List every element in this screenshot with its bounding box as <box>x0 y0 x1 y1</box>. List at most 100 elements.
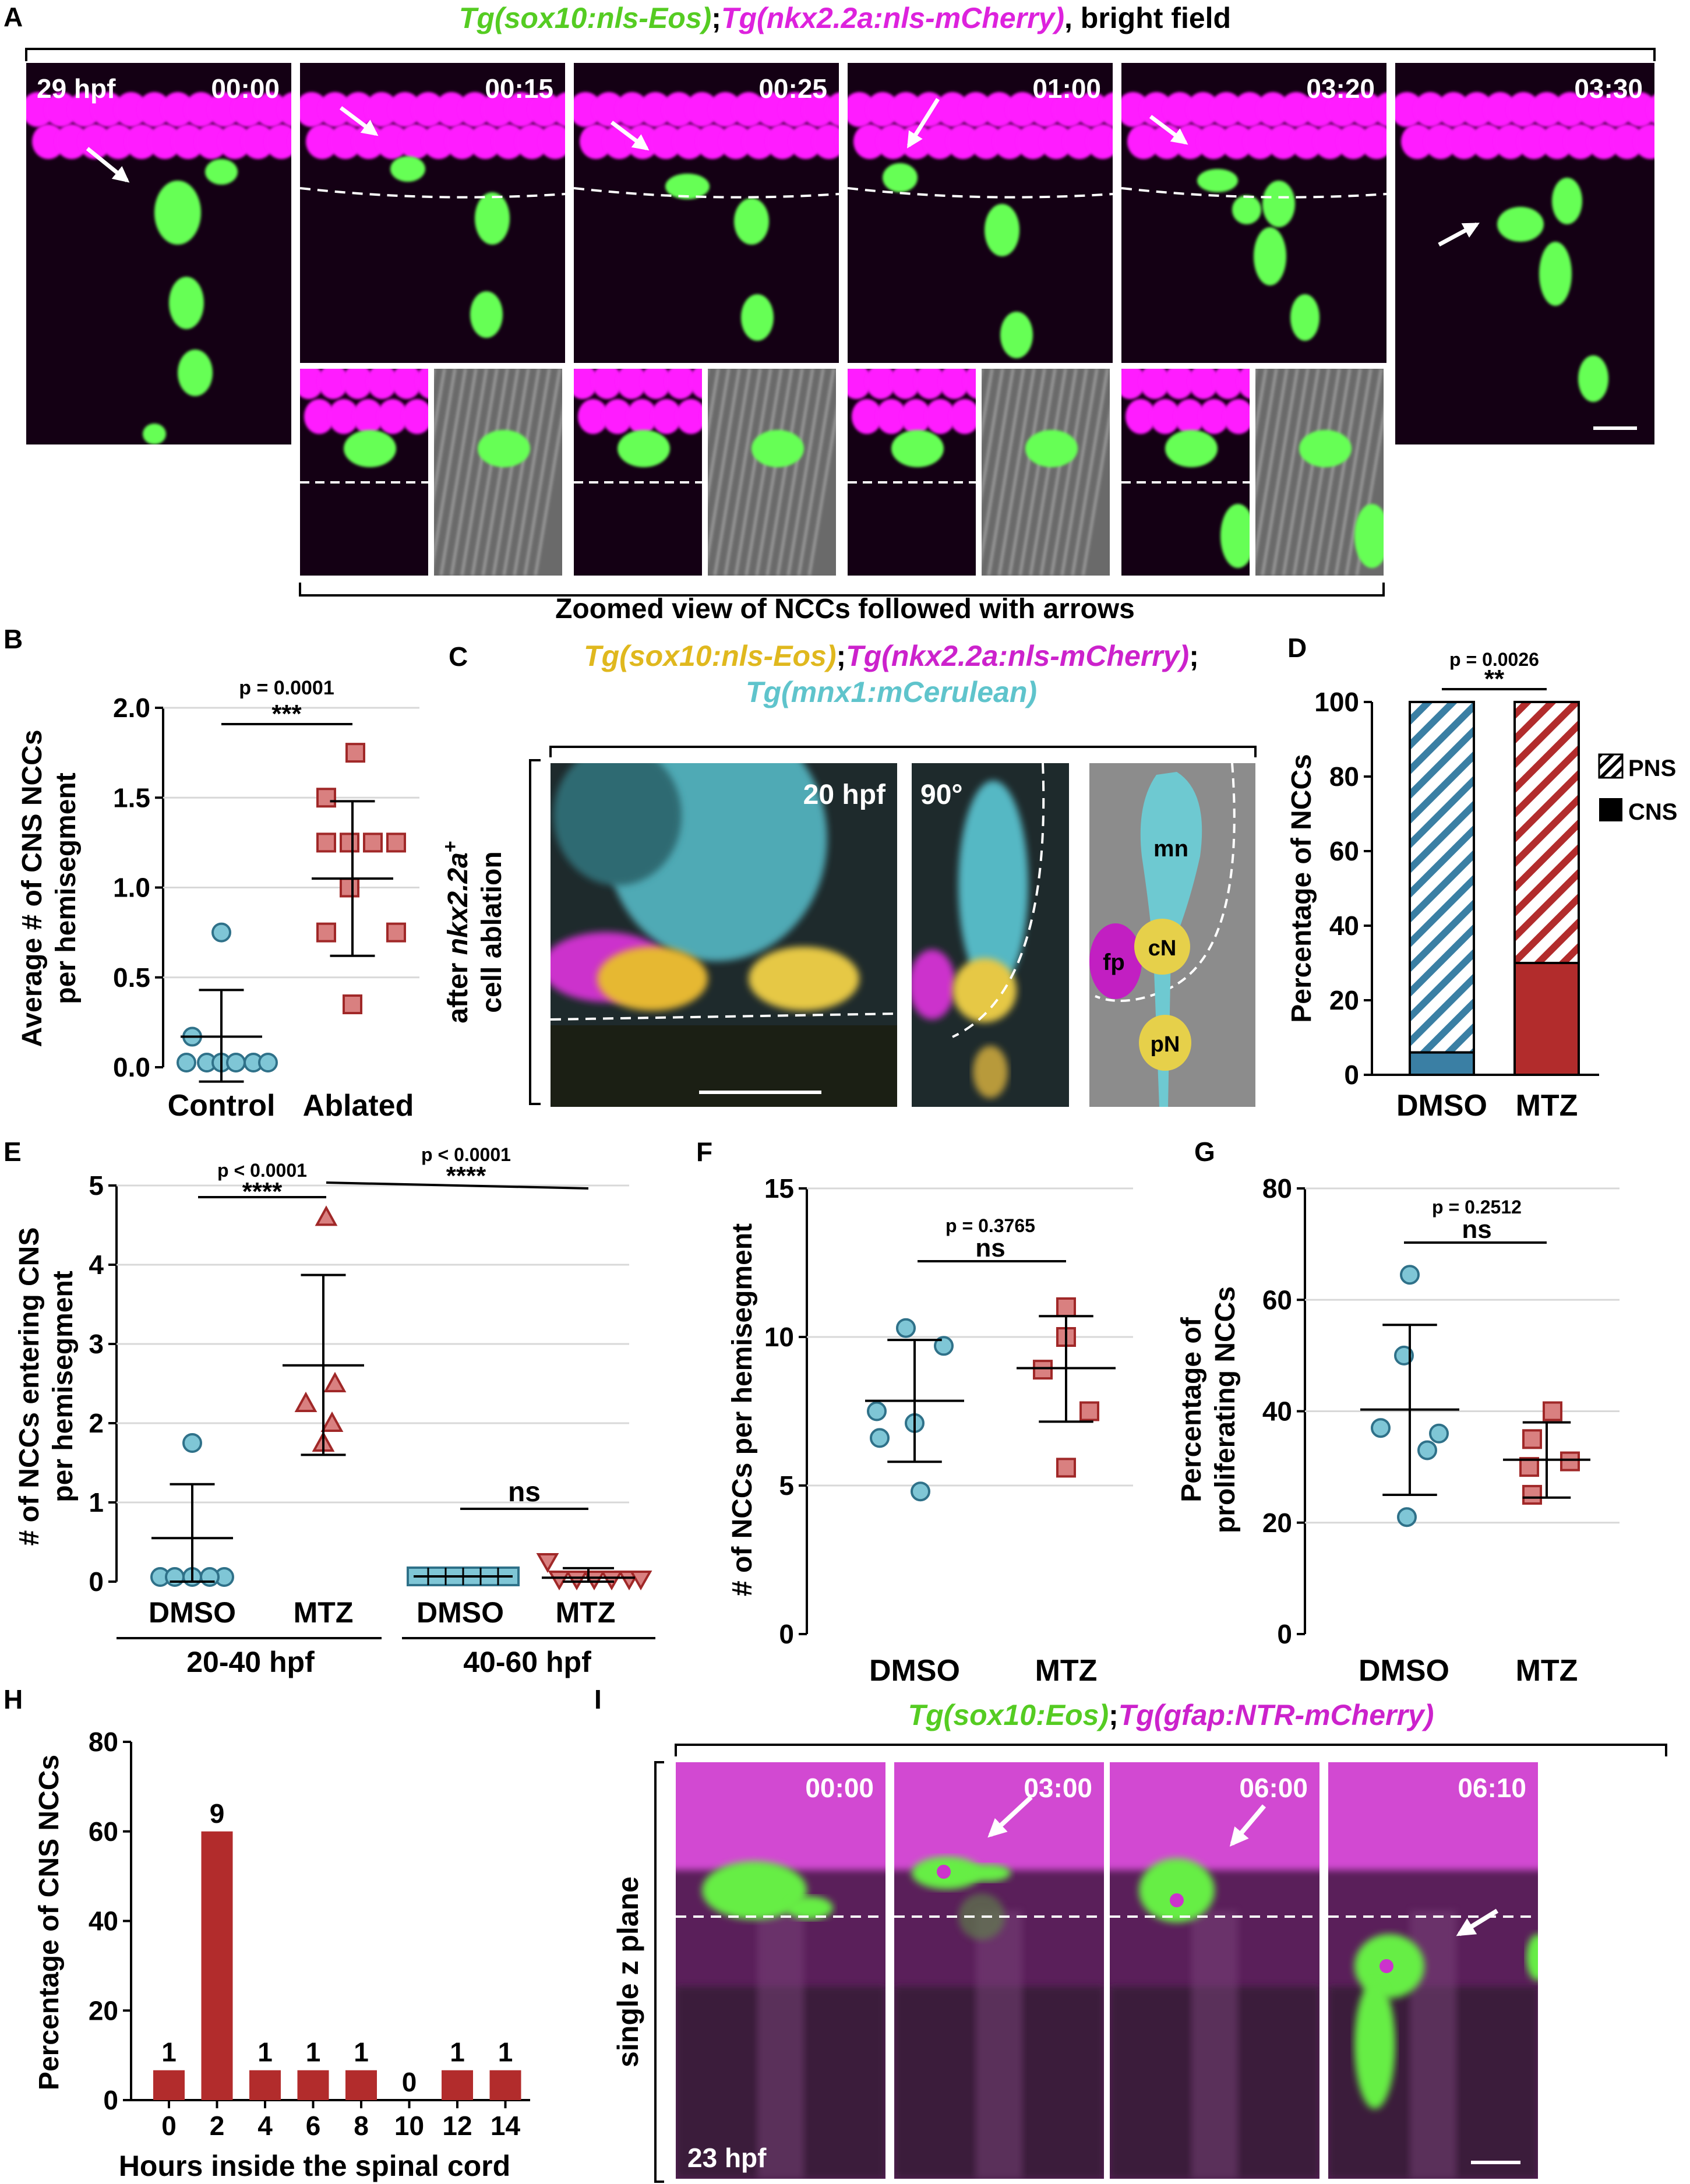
panel-h-count-label: 1 <box>161 2037 177 2067</box>
panel-c-side-pre: after <box>443 955 474 1023</box>
magenta-nucleus <box>1460 92 1493 127</box>
bf-texture <box>481 369 520 576</box>
panel-a-frame-content <box>300 92 565 338</box>
magenta-nucleus <box>1029 92 1062 127</box>
magenta-nucleus <box>435 92 468 127</box>
panel-h-xtick-label: 12 <box>442 2111 472 2141</box>
magenta-nucleus <box>686 92 718 127</box>
magenta-nucleus <box>516 124 548 159</box>
magenta-nucleus <box>852 399 882 434</box>
bf-texture <box>434 369 467 564</box>
panel-e-mtz2-point <box>618 1571 641 1591</box>
green-ncc-nucleus <box>390 156 425 182</box>
panel-a-timestamp-1: 00:15 <box>485 73 553 104</box>
magenta-nucleus <box>195 124 228 159</box>
panel-b-ablated-point <box>386 832 406 853</box>
white-arrow <box>907 98 940 149</box>
green-dim <box>958 1893 1005 1940</box>
panel-i-arrow <box>1229 1804 1266 1847</box>
panel-c-schematic-bg <box>1089 763 1255 1107</box>
magenta-nucleus <box>115 92 147 127</box>
magenta-nucleus <box>1554 92 1586 127</box>
bf-texture <box>523 369 562 576</box>
panel-f-ytick-label: 10 <box>764 1322 794 1352</box>
panel-g-mtz-point <box>1560 1451 1580 1472</box>
panel-b-ylabel-line: per hemisegment <box>51 772 82 1004</box>
magenta-nucleus <box>1600 92 1633 127</box>
green-ncc-nucleus <box>1254 227 1286 285</box>
green-ncc-nucleus <box>1232 195 1261 224</box>
panel-d-bar-cns-dmso <box>1409 1051 1475 1076</box>
panel-c-title-nkx: Tg(nkx2.2a:nls-mCherry) <box>846 640 1190 672</box>
panel-letter-f: F <box>696 1137 713 1167</box>
panel-c-boundary-2 <box>952 763 1045 1038</box>
panel-h-bar-12 <box>442 2070 473 2100</box>
magenta-nucleus <box>528 92 561 127</box>
panel-e-dmso1-point <box>150 1567 170 1587</box>
panel-e-ytick-label: 1 <box>89 1487 104 1518</box>
panel-h-bar-4 <box>249 2070 281 2100</box>
panel-e-p1: p < 0.0001 <box>217 1160 307 1181</box>
panel-g-xlabel-mtz: MTZ <box>1516 1654 1578 1688</box>
magenta-nucleus <box>964 369 976 399</box>
panel-g-dmso-point <box>1429 1423 1449 1444</box>
panel-c-img1: 20 hpf <box>551 763 897 1107</box>
panel-a-zoom-6 <box>1121 369 1250 576</box>
panel-b-ablated-point <box>340 832 359 853</box>
panel-f-mtz-point <box>1056 1458 1076 1478</box>
green-ncc-nucleus <box>1262 181 1295 227</box>
magenta-nucleus <box>1448 124 1480 159</box>
bf-texture <box>745 369 783 576</box>
magenta-nucleus <box>318 369 348 399</box>
panel-d-ytick-label: 0 <box>1344 1060 1359 1090</box>
green-ncc-process <box>786 1896 833 1920</box>
white-arrow <box>339 106 379 136</box>
panel-e-mtz1-point <box>320 1411 344 1432</box>
magenta-nucleus <box>1017 124 1049 159</box>
panel-a-timestamp-2: 00:25 <box>758 73 827 104</box>
magenta-nucleus <box>1401 124 1434 159</box>
magenta-inclusion <box>937 1865 951 1879</box>
magenta-nucleus <box>983 92 1015 127</box>
magenta-nucleus <box>1140 92 1173 127</box>
magenta-nucleus <box>939 369 969 399</box>
panel-i-images: single z plane 00:00 03:00 06:00 06:10 23 hpf <box>612 1744 1667 2183</box>
magenta-nucleus <box>627 399 657 434</box>
magenta-nucleus <box>1126 399 1156 434</box>
zoom-content <box>574 369 702 484</box>
panel-a-frame-4: 03:20 <box>1121 63 1386 363</box>
magenta-nucleus <box>1127 124 1160 159</box>
panel-c-stage: 20 hpf <box>803 779 886 810</box>
magenta-nucleus <box>1471 124 1504 159</box>
bf-texture <box>1081 408 1110 576</box>
ncc-yellow-signal <box>597 947 708 1011</box>
panel-h-count-label: 1 <box>450 2037 465 2067</box>
panel-letter-e: E <box>3 1137 22 1167</box>
process-shadow <box>1410 1911 1456 2179</box>
magenta-nucleus <box>1040 124 1072 159</box>
magenta-nucleus <box>709 92 742 127</box>
green-ncc-nucleus <box>478 430 530 467</box>
panel-a-zoom-3 <box>708 369 836 576</box>
green-ncc-nucleus <box>1220 504 1250 568</box>
green-ncc-nucleus <box>1354 504 1384 568</box>
spinal-cord-boundary <box>848 187 1113 199</box>
dark-lower-region <box>676 1987 885 2179</box>
panel-h-ytick-label: 80 <box>89 1727 118 1757</box>
magenta-nucleus <box>45 92 77 127</box>
panel-g-stars: ns <box>1462 1215 1491 1244</box>
panel-e-mtz1-point <box>315 1205 338 1226</box>
panel-e-mtz1-point <box>323 1371 347 1392</box>
green-ncc-nucleus <box>1497 207 1544 242</box>
magenta-nucleus <box>700 408 702 425</box>
green-ncc-nucleus <box>205 159 238 185</box>
magenta-nucleus <box>1099 92 1113 127</box>
panel-h-xtick-label: 4 <box>257 2111 273 2141</box>
green-ncc-nucleus <box>1165 430 1218 467</box>
magenta-nucleus <box>376 124 408 159</box>
magenta-nucleus <box>539 124 565 159</box>
panel-e-dmso1-point <box>200 1567 220 1587</box>
zoom-content <box>300 369 428 484</box>
magenta-inclusion <box>1379 1959 1393 1973</box>
